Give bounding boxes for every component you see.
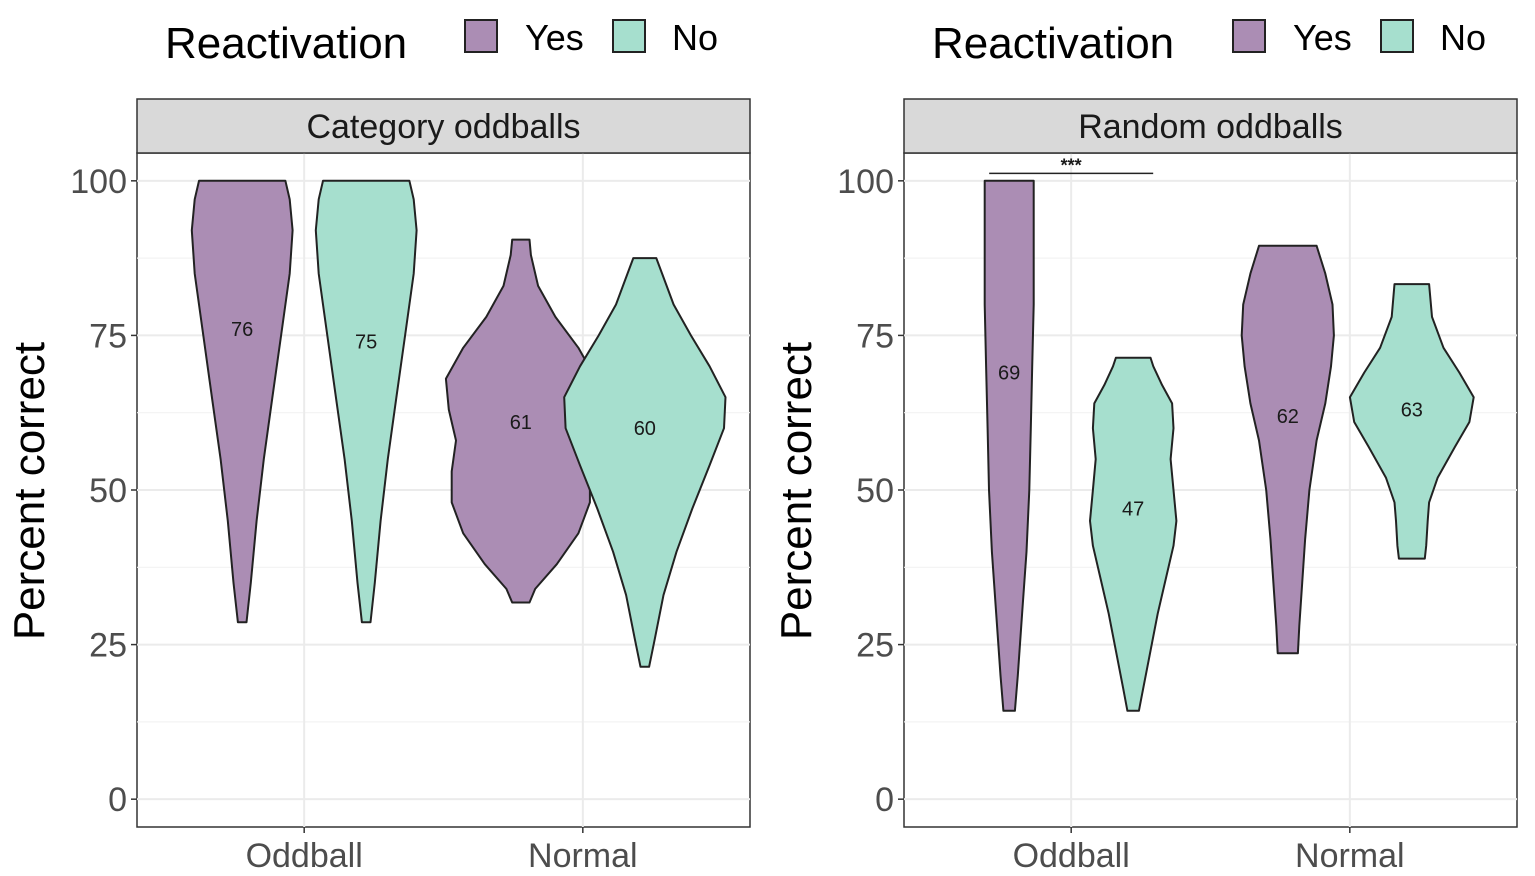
y-axis-title: Percent correct — [772, 342, 821, 640]
facet-title: Category oddballs — [306, 108, 580, 146]
y-tick-label: 25 — [856, 627, 894, 665]
x-tick-label: Oddball — [246, 837, 363, 875]
legend-yes-swatch — [1232, 19, 1266, 53]
facet-strip — [136, 98, 751, 154]
violin-median-label: 63 — [1401, 400, 1423, 422]
legend-no-swatch — [612, 19, 646, 53]
facet-title: Random oddballs — [1078, 108, 1343, 146]
y-tick-label: 100 — [837, 163, 894, 201]
legend-no-label: No — [1440, 17, 1486, 58]
significance-bracket: *** — [989, 155, 1154, 175]
y-tick-label: 0 — [108, 781, 127, 819]
x-axis: Oddball Normal — [1013, 827, 1405, 875]
y-axis: 0 25 50 75 100 — [837, 163, 904, 819]
y-axis: 0 25 50 75 100 — [70, 163, 137, 819]
violin-oddball-yes — [983, 179, 1035, 712]
violin-oddball-no — [314, 179, 418, 624]
y-tick-label: 50 — [89, 472, 127, 510]
y-axis-title: Percent correct — [5, 342, 54, 640]
violin-oddball-no — [1089, 356, 1178, 712]
legend-no-swatch — [1380, 19, 1414, 53]
y-tick-label: 50 — [856, 472, 894, 510]
violin-median-label: 62 — [1277, 406, 1299, 428]
legend-yes-swatch — [464, 19, 498, 53]
legend-right: Reactivation Yes No — [932, 17, 1486, 68]
violin-normal-yes — [1240, 244, 1335, 655]
facet-strip — [903, 98, 1518, 154]
legend-no-label: No — [672, 17, 718, 58]
legend-yes-label: Yes — [525, 17, 584, 58]
x-axis: Oddball Normal — [246, 827, 638, 875]
y-tick-label: 75 — [856, 317, 894, 355]
legend-title: Reactivation — [165, 19, 407, 68]
violin-median-label: 47 — [1122, 499, 1144, 521]
legend-title: Reactivation — [932, 19, 1174, 68]
y-tick-label: 25 — [89, 627, 127, 665]
violins: 76 75 61 60 — [190, 179, 727, 668]
x-tick-label: Normal — [528, 837, 638, 875]
violin-median-label: 75 — [355, 332, 377, 354]
violin-oddball-yes — [190, 179, 294, 624]
violin-median-label: 69 — [998, 363, 1020, 385]
y-tick-label: 75 — [89, 317, 127, 355]
legend-yes-label: Yes — [1293, 17, 1352, 58]
violin-median-label: 61 — [510, 412, 532, 434]
y-tick-label: 0 — [875, 781, 894, 819]
x-tick-label: Oddball — [1013, 837, 1130, 875]
panel-random-oddballs: Reactivation Yes No Percent correct Rand… — [772, 17, 1518, 875]
x-tick-label: Normal — [1295, 837, 1405, 875]
violin-median-label: 76 — [231, 319, 253, 341]
significance-label: *** — [1061, 155, 1082, 175]
panel-category-oddballs: Reactivation Yes No Percent correct Cate… — [5, 17, 751, 875]
y-tick-label: 100 — [70, 163, 127, 201]
violin-median-label: 60 — [634, 418, 656, 440]
violin-normal-no — [563, 257, 727, 668]
violin-normal-no — [1348, 283, 1475, 560]
violins: 69 47 62 63 — [983, 179, 1475, 712]
legend-left: Reactivation Yes No — [165, 17, 718, 68]
